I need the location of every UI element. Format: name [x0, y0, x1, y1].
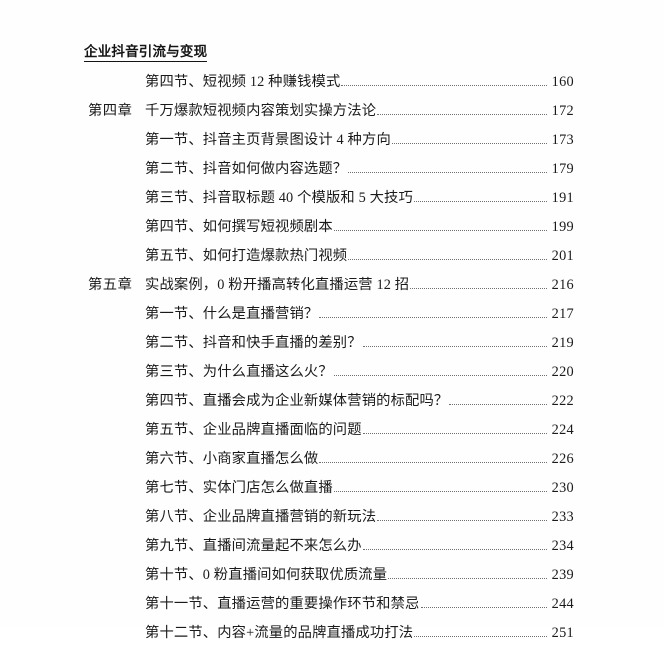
- toc-section-row[interactable]: 第九节、直播间流量起不来怎么办 234: [0, 532, 664, 561]
- dot-leader: [410, 288, 547, 289]
- dot-leader: [333, 491, 547, 492]
- toc-entry-title[interactable]: 第四节、直播会成为企业新媒体营销的标配吗？: [145, 393, 449, 409]
- dot-leader: [413, 201, 547, 202]
- toc-section-row[interactable]: 第十一节、直播运营的重要操作环节和禁忌 244: [0, 590, 664, 619]
- toc-page-number: 216: [551, 277, 574, 293]
- toc-page-number: 239: [551, 567, 574, 583]
- toc-section-row[interactable]: 第十节、0 粉直播间如何获取优质流量 239: [0, 561, 664, 590]
- toc-section-row[interactable]: 第四节、短视频 12 种赚钱模式 160: [0, 68, 664, 97]
- dot-leader: [388, 578, 547, 579]
- toc-entry-title[interactable]: 第十节、0 粉直播间如何获取优质流量: [145, 567, 388, 583]
- toc-section-row[interactable]: 第六节、小商家直播怎么做 226: [0, 445, 664, 474]
- toc-section-row[interactable]: 第二节、抖音如何做内容选题？ 179: [0, 155, 664, 184]
- toc-entry-title[interactable]: 第五节、如何打造爆款热门视频: [145, 248, 348, 264]
- toc-page-number: 201: [551, 248, 574, 264]
- dot-leader: [333, 375, 547, 376]
- toc-entry-title[interactable]: 第三节、为什么直播这么火？: [145, 364, 333, 380]
- dot-leader: [362, 346, 547, 347]
- toc-section-row[interactable]: 第四节、如何撰写短视频剧本 199: [0, 213, 664, 242]
- toc-entry-title[interactable]: 第六节、小商家直播怎么做: [145, 451, 319, 467]
- toc-page-number: 234: [551, 538, 574, 554]
- dot-leader: [319, 462, 547, 463]
- dot-leader: [362, 433, 547, 434]
- toc-page-number: 219: [551, 335, 574, 351]
- toc-entry-title[interactable]: 第一节、抖音主页背景图设计 4 种方向: [145, 132, 391, 148]
- toc-page-number: 224: [551, 422, 574, 438]
- dot-leader: [333, 230, 547, 231]
- toc-page-number: 233: [551, 509, 574, 525]
- dot-leader: [377, 114, 547, 115]
- toc-page-number: 222: [551, 393, 574, 409]
- toc-entry-title[interactable]: 千万爆款短视频内容策划实操方法论: [145, 103, 377, 119]
- dot-leader: [414, 636, 547, 637]
- dot-leader: [391, 143, 547, 144]
- table-of-contents: 第四节、短视频 12 种赚钱模式 160 第四章 千万爆款短视频内容策划实操方法论 17…: [0, 68, 664, 648]
- running-header-title: 企业抖音引流与变现: [84, 44, 208, 62]
- dot-leader: [449, 404, 547, 405]
- toc-chapter-row[interactable]: 第五章 实战案例，0 粉开播高转化直播运营 12 招 216: [0, 271, 664, 300]
- toc-section-row[interactable]: 第一节、什么是直播营销？ 217: [0, 300, 664, 329]
- toc-entry-title[interactable]: 实战案例，0 粉开播高转化直播运营 12 招: [145, 277, 410, 293]
- toc-entry-title[interactable]: 第九节、直播间流量起不来怎么办: [145, 538, 362, 554]
- toc-chapter-label: 第四章: [88, 103, 133, 119]
- dot-leader: [348, 259, 547, 260]
- toc-page-number: 160: [551, 74, 574, 90]
- toc-section-row[interactable]: 第五节、如何打造爆款热门视频 201: [0, 242, 664, 271]
- toc-entry-title[interactable]: 第一节、什么是直播营销？: [145, 306, 319, 322]
- toc-page-number: 173: [551, 132, 574, 148]
- toc-entry-title[interactable]: 第二节、抖音如何做内容选题？: [145, 161, 348, 177]
- toc-entry-title[interactable]: 第四节、如何撰写短视频剧本: [145, 219, 333, 235]
- toc-section-row[interactable]: 第三节、抖音取标题 40 个模版和 5 大技巧 191: [0, 184, 664, 213]
- toc-page-number: 220: [551, 364, 574, 380]
- dot-leader: [319, 317, 547, 318]
- dot-leader: [377, 520, 547, 521]
- dot-leader: [420, 607, 548, 608]
- toc-section-row[interactable]: 第八节、企业品牌直播营销的新玩法 233: [0, 503, 664, 532]
- toc-chapter-label: 第五章: [88, 277, 133, 293]
- toc-page-number: 230: [551, 480, 574, 496]
- toc-entry-title[interactable]: 第三节、抖音取标题 40 个模版和 5 大技巧: [145, 190, 413, 206]
- toc-page-number: 226: [551, 451, 574, 467]
- toc-entry-title[interactable]: 第七节、实体门店怎么做直播: [145, 480, 333, 496]
- toc-entry-title[interactable]: 第五节、企业品牌直播面临的问题: [145, 422, 362, 438]
- toc-section-row[interactable]: 第四节、直播会成为企业新媒体营销的标配吗？ 222: [0, 387, 664, 416]
- toc-page-number: 172: [551, 103, 574, 119]
- toc-page-number: 251: [551, 625, 574, 641]
- dot-leader: [362, 549, 547, 550]
- toc-page-number: 191: [551, 190, 574, 206]
- toc-entry-title[interactable]: 第十二节、内容+流量的品牌直播成功打法: [145, 625, 414, 641]
- toc-page-number: 244: [551, 596, 574, 612]
- toc-entry-title[interactable]: 第八节、企业品牌直播营销的新玩法: [145, 509, 377, 525]
- toc-section-row[interactable]: 第一节、抖音主页背景图设计 4 种方向 173: [0, 126, 664, 155]
- toc-section-row[interactable]: 第五节、企业品牌直播面临的问题 224: [0, 416, 664, 445]
- toc-page-number: 179: [551, 161, 574, 177]
- toc-chapter-row[interactable]: 第四章 千万爆款短视频内容策划实操方法论 172: [0, 97, 664, 126]
- toc-page-number: 199: [551, 219, 574, 235]
- toc-page-number: 217: [551, 306, 574, 322]
- document-page: 企业抖音引流与变现 第四节、短视频 12 种赚钱模式 160 第四章 千万爆款短视频内…: [84, 44, 574, 641]
- toc-entry-title[interactable]: 第十一节、直播运营的重要操作环节和禁忌: [145, 596, 420, 612]
- toc-section-row[interactable]: 第七节、实体门店怎么做直播 230: [0, 474, 664, 503]
- dot-leader: [348, 172, 547, 173]
- toc-section-row[interactable]: 第二节、抖音和快手直播的差别？ 219: [0, 329, 664, 358]
- toc-section-row[interactable]: 第十二节、内容+流量的品牌直播成功打法 251: [0, 619, 664, 648]
- toc-section-row[interactable]: 第三节、为什么直播这么火？ 220: [0, 358, 664, 387]
- toc-entry-title[interactable]: 第四节、短视频 12 种赚钱模式: [145, 74, 341, 90]
- toc-entry-title[interactable]: 第二节、抖音和快手直播的差别？: [145, 335, 362, 351]
- dot-leader: [341, 85, 547, 86]
